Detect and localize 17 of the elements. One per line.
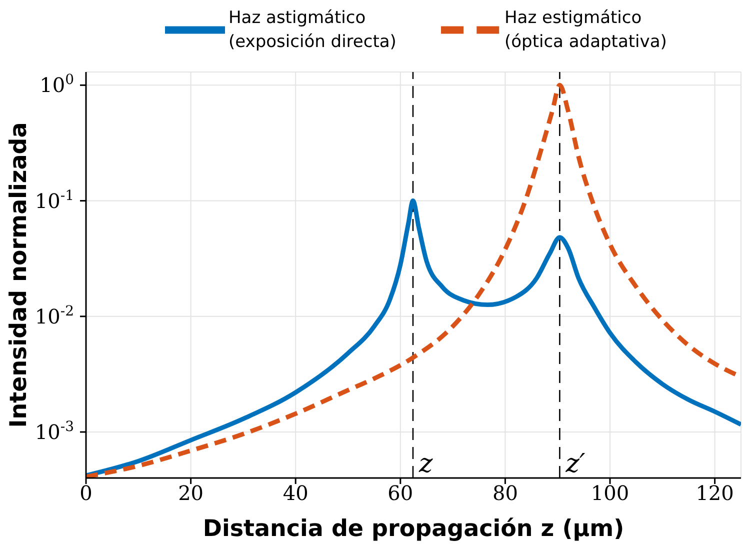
ref-line-label: z xyxy=(418,449,433,479)
ref-line-label: z′ xyxy=(564,449,586,479)
x-tick-label: 120 xyxy=(696,481,734,506)
legend-label: Haz estigmático (óptica adaptativa) xyxy=(504,7,668,54)
y-axis-title: Intensidad normalizada xyxy=(6,122,32,428)
x-tick-label: 100 xyxy=(590,481,630,506)
y-tick-label: 10$^{0}$ xyxy=(40,72,74,98)
y-tick-label: 10$^{-2}$ xyxy=(34,303,74,328)
legend-label: Haz astigmático (exposición directa) xyxy=(228,7,398,54)
x-tick-label: 0 xyxy=(80,481,92,506)
x-axis-title: Distancia de propagación z (μm) xyxy=(202,516,624,542)
x-tick-label: 20 xyxy=(178,481,204,506)
y-tick-label: 10$^{-3}$ xyxy=(34,418,74,444)
x-tick-label: 60 xyxy=(388,481,414,506)
x-tick-label: 80 xyxy=(492,481,518,506)
y-tick-label: 10$^{-1}$ xyxy=(34,188,74,213)
x-tick-label: 40 xyxy=(282,481,308,506)
